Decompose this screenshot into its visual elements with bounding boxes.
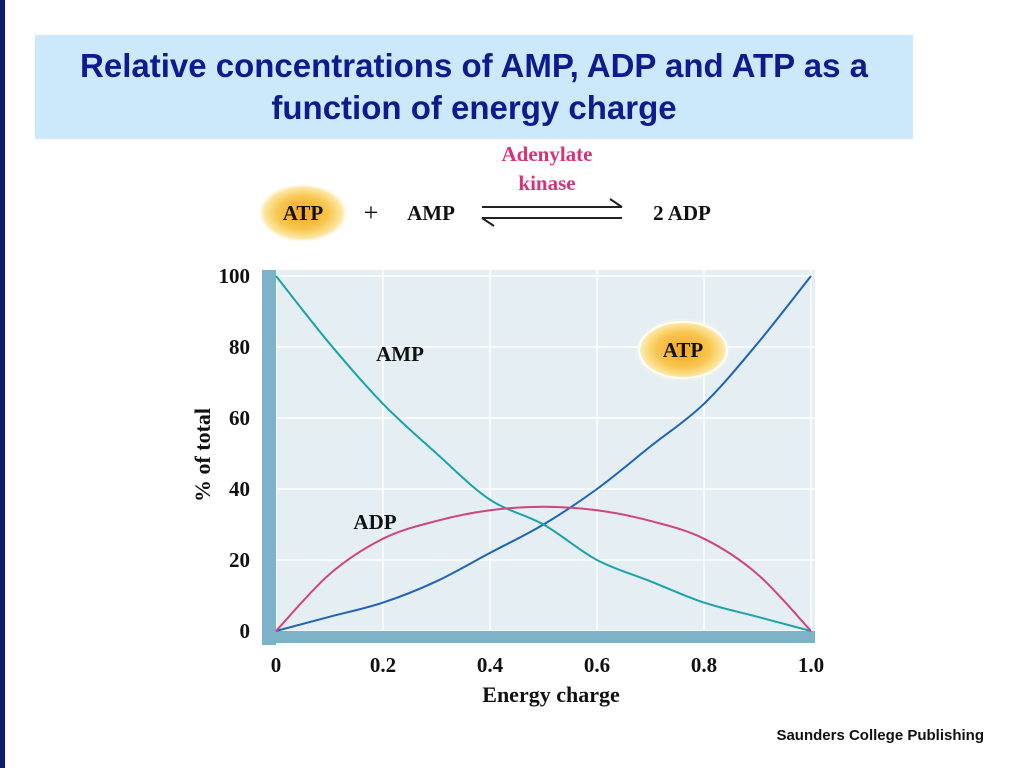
slide-title: Relative concentrations of AMP, ADP and …	[80, 47, 868, 126]
y-axis-bar	[262, 270, 276, 645]
series-line-atp	[275, 275, 812, 632]
series-line-amp	[275, 275, 812, 632]
x-tick-label: 0.8	[691, 653, 717, 677]
x-tick-labels: 0 0.2 0.4 0.6 0.8 1.0	[271, 653, 824, 677]
enzyme-label-line1: Adenylate	[502, 142, 593, 166]
y-tick-label: 40	[229, 477, 250, 501]
y-tick-label: 0	[240, 619, 251, 643]
title-banner: Relative concentrations of AMP, ADP and …	[35, 35, 913, 139]
atp-glow-badge	[257, 183, 349, 243]
atp-chart-badge-ring	[638, 321, 728, 379]
x-tick-label: 0.6	[584, 653, 610, 677]
y-tick-label: 20	[229, 548, 250, 572]
plus-sign: +	[364, 198, 379, 227]
y-tick-label: 60	[229, 406, 250, 430]
x-tick-label: 0	[271, 653, 282, 677]
x-axis-label: Energy charge	[482, 682, 620, 707]
x-tick-label: 0.2	[370, 653, 396, 677]
reactant-atp: ATP	[283, 201, 324, 225]
product-adp: 2 ADP	[653, 201, 711, 225]
plot-area	[276, 270, 815, 631]
atp-chart-badge	[635, 318, 731, 382]
y-tick-label: 80	[229, 335, 250, 359]
series-lines	[275, 275, 812, 632]
y-axis-label: % of total	[190, 408, 215, 502]
reaction-equation: Adenylate kinase ATP + AMP 2 ADP	[257, 142, 711, 243]
series-label-atp: ATP	[663, 338, 704, 362]
series-label-amp: AMP	[376, 342, 424, 366]
reactant-amp: AMP	[407, 201, 455, 225]
slide-left-edge	[0, 0, 5, 768]
series-line-adp	[275, 505, 812, 632]
equilibrium-arrows-icon	[481, 198, 623, 227]
x-tick-label: 0.4	[477, 653, 504, 677]
y-tick-label: 100	[219, 264, 251, 288]
x-axis-bar	[262, 631, 815, 643]
publisher-credit: Saunders College Publishing	[776, 727, 984, 744]
x-tick-label: 1.0	[798, 653, 824, 677]
y-tick-labels: 0 20 40 60 80 100	[219, 264, 251, 643]
enzyme-label-line2: kinase	[518, 171, 575, 195]
series-label-adp: ADP	[353, 510, 396, 534]
chart: 0 20 40 60 80 100 0 0.2 0.4 0.6 0.8 1.0 % of total…	[190, 264, 824, 707]
